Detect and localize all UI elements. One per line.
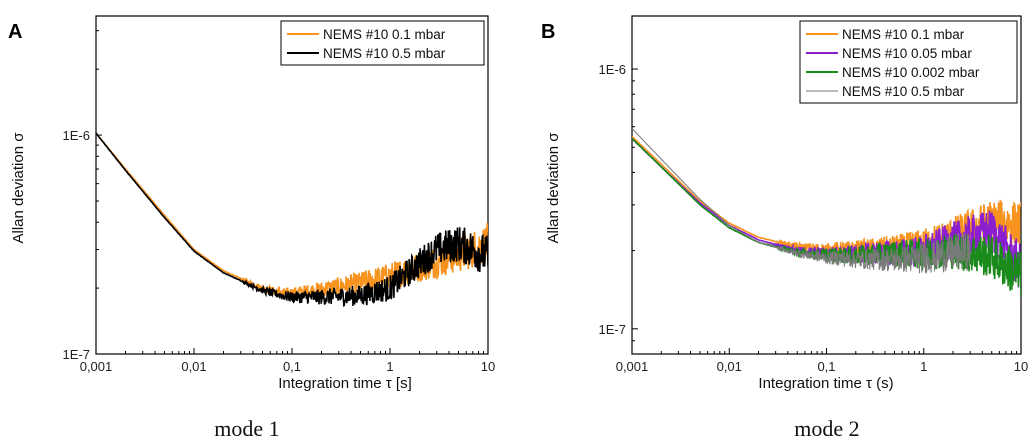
panel-letter-a: A [8, 21, 22, 43]
x-tick-label: 10 [481, 359, 495, 374]
chart-panel-a: A mode 1 Integration time τ [s] Allan de… [8, 15, 495, 441]
legend-label: NEMS #10 0.002 mbar [842, 65, 980, 80]
legend-box [280, 20, 485, 66]
x-tick-label: 0,001 [616, 359, 649, 374]
y-tick-label: 1E-7 [63, 347, 90, 362]
x-tick-label: 0,01 [181, 359, 206, 374]
series-line-4 [632, 128, 971, 274]
legend-label: NEMS #10 0.5 mbar [842, 84, 965, 99]
caption-mode-2: mode 2 [794, 416, 859, 441]
x-tick-label: 10 [1014, 359, 1028, 374]
legend-label: NEMS #10 0.1 mbar [323, 27, 446, 42]
x-tick-label: 1 [386, 359, 393, 374]
legend-label: NEMS #10 0.1 mbar [842, 27, 965, 42]
y-axis-label-a: Allan deviation σ [10, 132, 27, 244]
x-tick-label: 0,1 [283, 359, 301, 374]
panel-letter-b: B [541, 21, 555, 43]
chart-panel-b: B mode 2 Integration time τ (s) Allan de… [541, 15, 1028, 441]
series-line-1 [632, 135, 1021, 261]
legend-label: NEMS #10 0.05 mbar [842, 46, 972, 61]
x-axis-label-a: Integration time τ [s] [278, 375, 411, 392]
series-line-1 [96, 132, 488, 300]
y-tick-label: 1E-6 [63, 128, 90, 143]
x-tick-label: 0,01 [717, 359, 742, 374]
series-line-2 [96, 132, 488, 307]
legend-label: NEMS #10 0.5 mbar [323, 46, 446, 61]
caption-mode-1: mode 1 [214, 416, 279, 441]
plot-frame [95, 15, 489, 355]
x-tick-label: 1 [920, 359, 927, 374]
x-tick-label: 0,1 [817, 359, 835, 374]
x-tick-label: 0,001 [80, 359, 113, 374]
y-axis-label-b: Allan deviation σ [545, 132, 562, 244]
y-tick-label: 1E-7 [599, 322, 626, 337]
x-axis-label-b: Integration time τ (s) [758, 375, 893, 392]
y-tick-label: 1E-6 [599, 62, 626, 77]
